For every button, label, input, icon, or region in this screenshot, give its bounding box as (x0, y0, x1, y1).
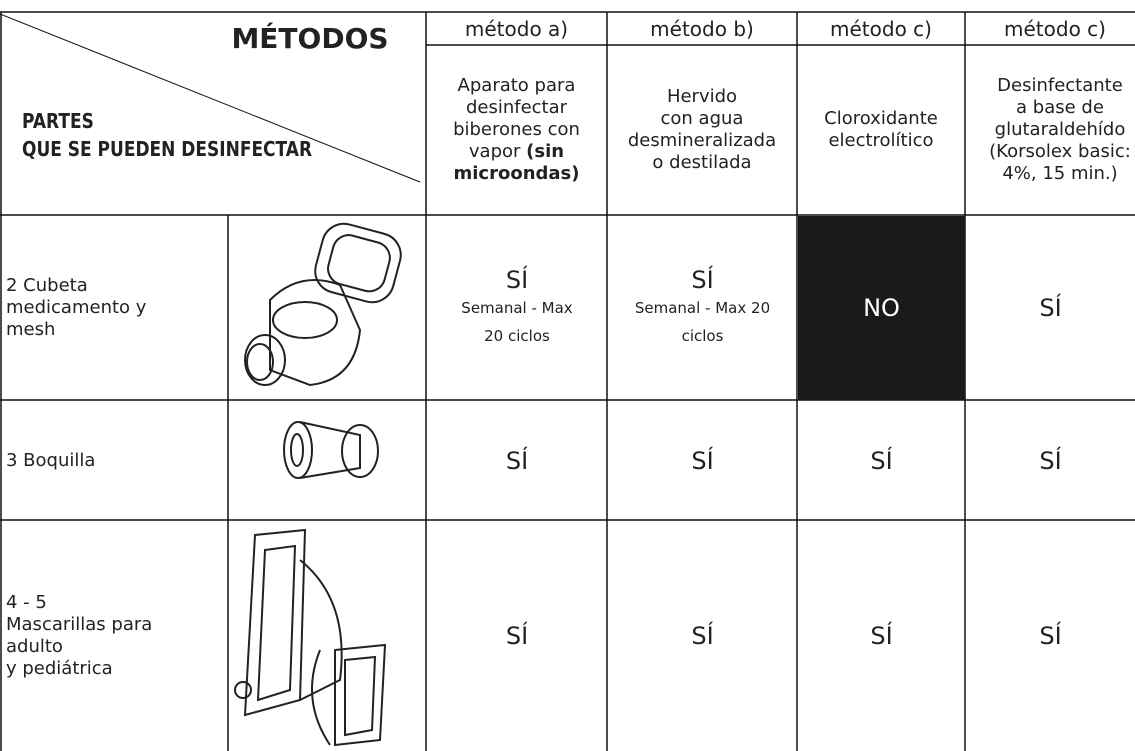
cell: SÍ (966, 521, 1135, 751)
cell-value: SÍ (1039, 622, 1062, 650)
cup-illustration (244, 222, 402, 387)
cell-value: SÍ (870, 622, 893, 650)
method-description: Cloroxidante electrolítico (824, 108, 938, 151)
cell: SÍ Semanal - Max 20 ciclos (608, 216, 797, 400)
cell: NO (798, 216, 965, 400)
cell: SÍ (427, 521, 607, 751)
method-name: método b) (650, 16, 754, 41)
cell: SÍ (608, 521, 797, 751)
cell-value: SÍ (1039, 446, 1062, 475)
cell: SÍ Semanal - Max 20 ciclos (427, 216, 607, 400)
method-name: método c) (830, 16, 932, 41)
cell-value: SÍ (870, 446, 893, 475)
cell-value: SÍ (691, 446, 714, 475)
cell-value: SÍ (505, 622, 529, 650)
parts-label: PARTES QUE SE PUEDEN DESINFECTAR (22, 109, 313, 161)
cell-value: SÍ (691, 266, 714, 294)
mouthpiece-illustration (283, 421, 379, 479)
cell-value: SÍ (505, 266, 529, 294)
part-name: 2 Cubeta medicamento y mesh (6, 275, 147, 340)
cell-value: NO (863, 294, 900, 322)
cell-note: Semanal - Max 20 ciclos (634, 299, 771, 345)
cell: SÍ (427, 401, 607, 520)
method-name: método a) (464, 16, 569, 41)
cell: SÍ (966, 216, 1135, 400)
cell: SÍ (798, 401, 965, 520)
cell-value: SÍ (1039, 294, 1062, 322)
part-name: 3 Boquilla (6, 449, 96, 471)
description-text: Aparato para desinfectar biberones con v… (453, 75, 580, 162)
method-description: Aparato para desinfectar biberones con v… (426, 45, 607, 215)
method-name: método c) (1004, 16, 1106, 41)
cell: SÍ (608, 401, 797, 520)
method-description: Desinfectante a base de glutaraldehído (… (989, 75, 1131, 184)
mask-illustration (234, 528, 387, 747)
cell: SÍ (798, 521, 965, 751)
method-description: Hervido con agua desmineralizada o desti… (627, 86, 777, 173)
cell: SÍ (966, 401, 1135, 520)
cell-value: SÍ (505, 446, 529, 475)
description-bold: (sin microondas) (453, 141, 580, 184)
cell-note: Semanal - Max 20 ciclos (461, 299, 573, 345)
part-name: 4 - 5 Mascarillas para adulto y pediátri… (6, 592, 153, 679)
methods-label: MÉTODOS (231, 21, 389, 55)
cell-value: SÍ (691, 622, 714, 650)
